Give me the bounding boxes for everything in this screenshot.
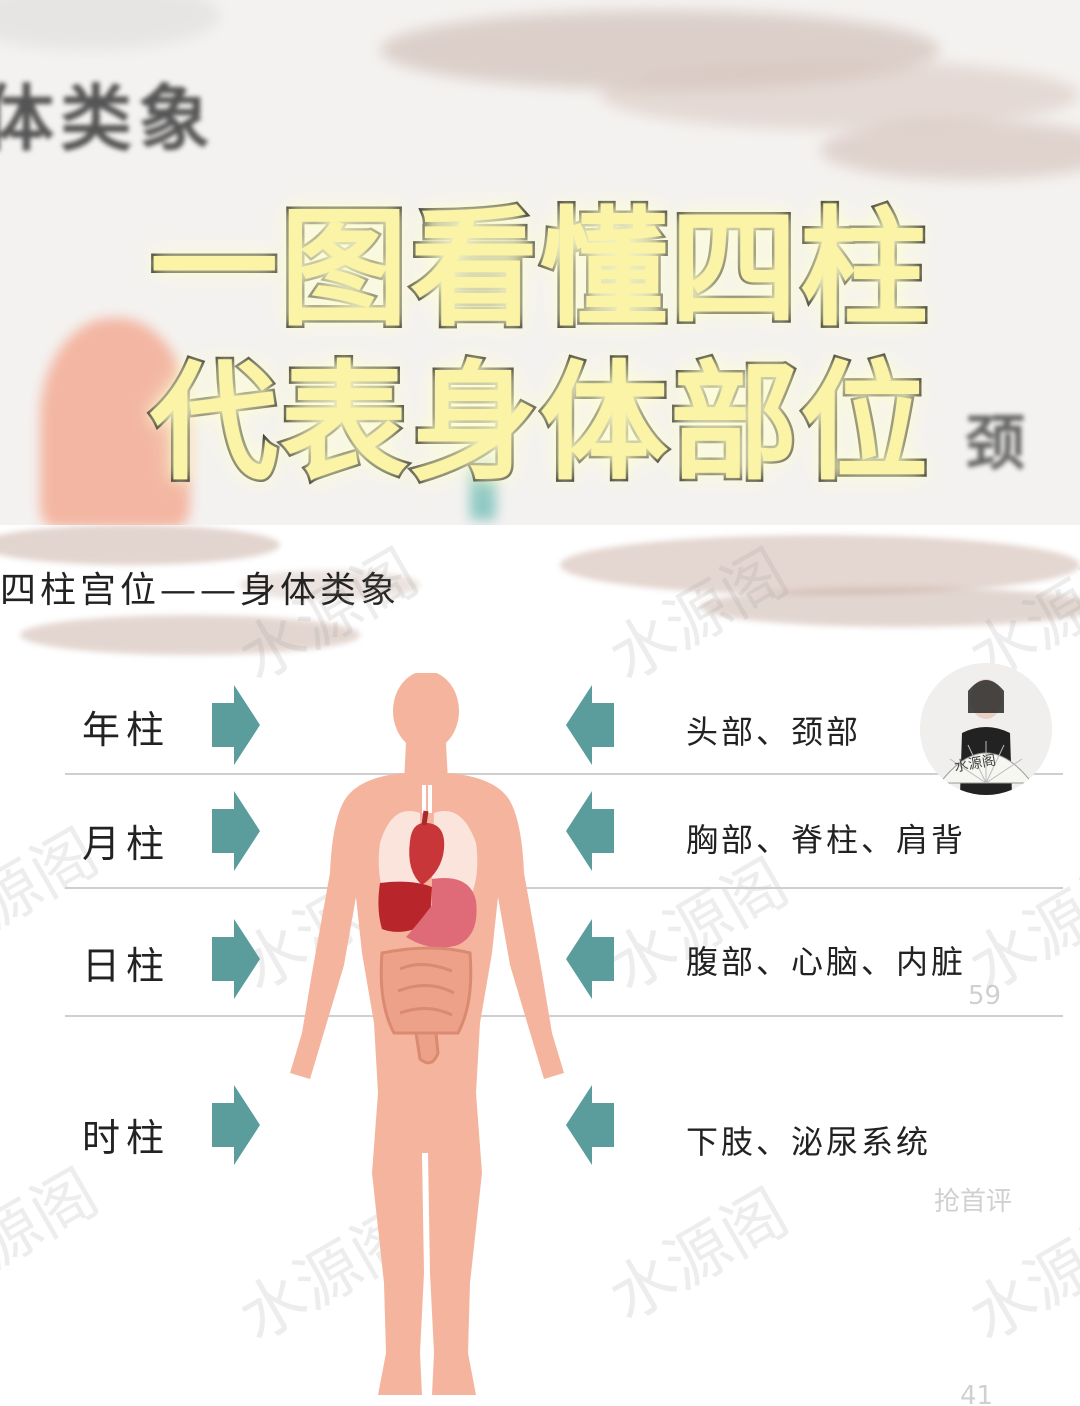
comment-prompt[interactable]: 抢首评 xyxy=(934,1187,1013,1217)
arrow-left-icon xyxy=(566,1085,614,1165)
body-parts-year: 头部、颈部 xyxy=(686,713,862,751)
cloud-decoration xyxy=(20,615,360,655)
pillar-label-day: 日柱 xyxy=(82,944,171,988)
cloud-decoration xyxy=(240,570,420,600)
watermark: 水源阁 xyxy=(0,1156,111,1317)
cloud-decoration xyxy=(0,0,220,50)
arrow-left-icon xyxy=(566,919,614,999)
arrow-right-icon xyxy=(212,1085,260,1165)
heart xyxy=(409,810,445,885)
share-count[interactable]: 41 xyxy=(960,1381,994,1406)
blurred-organ-shape xyxy=(470,460,496,520)
row-divider xyxy=(65,1015,1063,1017)
human-body-figure xyxy=(290,673,564,1395)
lungs xyxy=(378,785,478,893)
row-divider xyxy=(65,887,1063,889)
body-parts-month: 胸部、脊柱、肩背 xyxy=(686,821,967,859)
presenter-avatar-icon xyxy=(920,663,1052,795)
cloud-decoration xyxy=(0,525,280,565)
cloud-decoration xyxy=(700,587,1080,627)
pillar-label-hour: 时柱 xyxy=(82,1116,171,1160)
pillar-label-year: 年柱 xyxy=(82,708,171,752)
cloud-decoration xyxy=(820,120,1080,180)
row-divider xyxy=(65,773,1063,775)
cloud-decoration xyxy=(600,60,1080,130)
arrow-left-icon xyxy=(566,791,614,871)
arrow-right-icon xyxy=(212,685,260,765)
pillar-label-month: 月柱 xyxy=(82,822,171,866)
intestines xyxy=(379,946,473,1065)
arrow-left-icon xyxy=(566,685,614,765)
headline-line-2: 代表身体部位 xyxy=(147,349,930,498)
cloud-decoration xyxy=(560,535,1080,595)
watermark: 水源阁 xyxy=(597,1176,801,1337)
presenter-avatar[interactable]: 水源阁 xyxy=(920,663,1052,795)
liver-stomach xyxy=(378,877,477,948)
body-parts-hour: 下肢、泌尿系统 xyxy=(686,1123,932,1161)
blurred-slide-title: 体类象 xyxy=(0,76,217,161)
slide-title: 四柱宫位——身体类象 xyxy=(0,570,401,611)
video-cover-banner: 体类象 颈 一图看懂四柱 代表身体部位 xyxy=(0,0,1080,525)
blurred-side-label: 颈 xyxy=(965,409,1031,479)
arrow-right-icon xyxy=(212,791,260,871)
body-mapping-slide: 四柱宫位——身体类象 水源阁 水源阁 水源阁 水源阁 水源阁 水源阁 水源阁 水… xyxy=(0,525,1080,1406)
arrow-right-icon xyxy=(212,919,260,999)
like-count[interactable]: 59 xyxy=(968,981,1002,1011)
blurred-body-figure xyxy=(40,318,190,525)
body-parts-day: 腹部、心脑、内脏 xyxy=(686,943,967,981)
headline-line-1: 一图看懂四柱 xyxy=(147,195,930,344)
